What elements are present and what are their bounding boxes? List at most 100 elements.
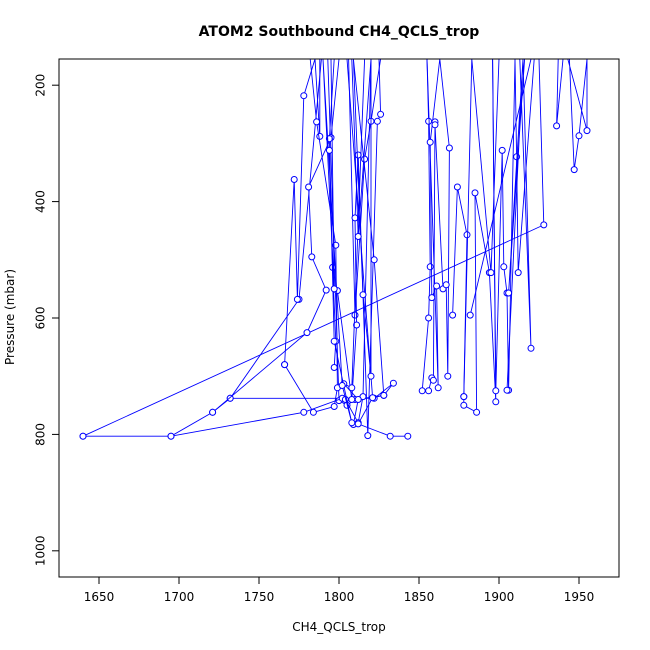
series-line-3 [82, 59, 547, 437]
data-point [167, 432, 175, 440]
series-line-13 [351, 59, 385, 399]
data-point [290, 176, 298, 183]
chart-title: ATOM2 Southbound CH4_QCLS_trop [199, 24, 480, 40]
data-point [330, 337, 338, 345]
data-point [389, 379, 397, 387]
y-tick-label: 1000 [34, 536, 48, 567]
x-tick-label: 1950 [564, 590, 595, 604]
x-tick-label: 1850 [404, 590, 435, 604]
series-line-16 [452, 59, 497, 414]
data-point [487, 269, 495, 277]
y-tick-label: 200 [34, 74, 48, 97]
data-point [404, 432, 412, 440]
axes-layer: 1650 1700 1750 1800 1850 1900 1950 200 400 600 800… [34, 74, 595, 604]
data-point [309, 408, 317, 416]
x-tick-label: 1750 [244, 590, 275, 604]
data-point [471, 189, 479, 197]
data-point [325, 146, 333, 154]
data-point [505, 289, 513, 297]
data-point [377, 110, 385, 118]
data-point [373, 117, 381, 125]
data-point [514, 269, 522, 277]
data-point [330, 364, 338, 371]
data-point [428, 294, 436, 302]
data-point [386, 432, 394, 440]
data-point [431, 121, 439, 129]
data-point [370, 256, 378, 264]
data-point [293, 295, 301, 303]
x-tick-label: 1650 [84, 590, 115, 604]
data-point [540, 221, 548, 229]
data-point [361, 155, 369, 163]
data-point [364, 432, 372, 440]
data-point [380, 391, 388, 399]
series-line-15 [426, 59, 450, 391]
series-line-8 [328, 59, 382, 368]
plot-frame [58, 58, 620, 578]
y-tick-label: 800 [34, 423, 48, 446]
series-line-17 [463, 59, 535, 397]
data-point [429, 376, 437, 384]
data-point [503, 386, 511, 394]
data-point [583, 127, 591, 135]
data-point [466, 311, 474, 319]
data-point [442, 281, 450, 289]
data-point [348, 419, 356, 427]
data-point [354, 420, 362, 428]
data-point [473, 408, 481, 416]
x-tick-label: 1700 [164, 590, 195, 604]
y-tick-label: 400 [34, 190, 48, 213]
data-layer [79, 59, 591, 440]
data-point [553, 122, 561, 130]
data-point [444, 372, 452, 380]
x-axis-label: CH4_QCLS_trop [292, 620, 386, 634]
data-point [354, 396, 362, 403]
data-point [226, 394, 234, 402]
data-point [308, 253, 316, 261]
data-point [348, 396, 356, 403]
data-point [492, 398, 500, 406]
data-point [575, 132, 583, 140]
data-point [367, 372, 375, 380]
data-point [434, 384, 442, 392]
data-point [322, 286, 330, 294]
data-point [330, 403, 338, 410]
series-line-14 [421, 59, 432, 391]
x-tick-label: 1800 [324, 590, 355, 604]
data-point [281, 361, 289, 369]
data-point [418, 387, 426, 395]
data-point [348, 384, 356, 392]
data-point [79, 432, 87, 440]
data-point [460, 401, 468, 409]
data-point [433, 282, 441, 290]
data-point [449, 311, 457, 319]
data-point [369, 394, 377, 402]
data-point [425, 387, 433, 395]
data-point [445, 144, 453, 152]
series-line-1 [83, 59, 322, 437]
data-point [359, 291, 367, 299]
data-point [354, 233, 362, 240]
data-point [570, 166, 578, 174]
data-point [305, 183, 313, 191]
data-point [463, 231, 471, 239]
y-tick-label: 600 [34, 307, 48, 330]
data-point [425, 117, 433, 125]
data-point [330, 285, 338, 293]
data-point [527, 344, 535, 352]
data-point [426, 138, 434, 146]
data-point [354, 151, 362, 159]
data-point [460, 393, 468, 401]
data-point [313, 118, 321, 126]
data-point [338, 382, 346, 389]
y-axis-label: Pressure (mbar) [3, 269, 17, 365]
data-point [498, 146, 506, 154]
data-point [316, 132, 324, 140]
data-point [500, 263, 508, 271]
data-point [300, 408, 308, 416]
data-point [426, 263, 434, 271]
data-point [492, 387, 500, 395]
data-point [300, 92, 308, 100]
x-tick-label: 1900 [484, 590, 515, 604]
